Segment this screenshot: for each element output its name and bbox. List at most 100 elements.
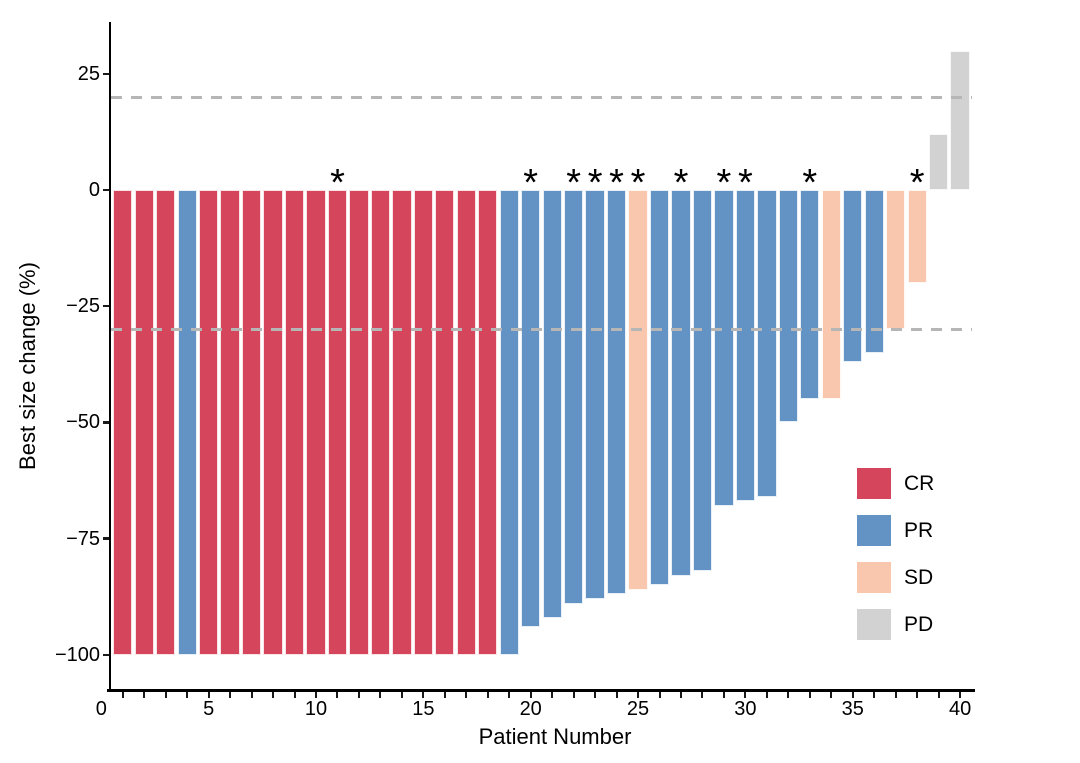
y-tick-label: −100 — [54, 643, 100, 666]
bar-patient-34 — [821, 190, 841, 400]
y-tick-label: 25 — [77, 62, 100, 85]
significance-asterisk: * — [330, 162, 345, 204]
bar-patient-17 — [456, 190, 476, 655]
x-tick — [143, 691, 146, 698]
bar-patient-26 — [649, 190, 670, 586]
x-tick-label: 35 — [841, 698, 864, 720]
bar-patient-4 — [177, 190, 197, 655]
x-tick — [937, 691, 940, 698]
x-tick — [830, 691, 833, 698]
x-tick — [250, 691, 253, 698]
bar-patient-40 — [950, 50, 970, 190]
x-tick — [916, 691, 919, 698]
bar-patient-3 — [156, 190, 176, 655]
x-tick — [808, 691, 811, 698]
x-tick — [293, 691, 296, 698]
bar-patient-19 — [499, 190, 519, 655]
significance-asterisk: * — [909, 162, 925, 204]
x-tick — [379, 691, 382, 698]
legend-swatch-pr — [857, 515, 891, 546]
bar-patient-12 — [349, 190, 369, 655]
bar-patient-39 — [928, 134, 949, 190]
x-tick — [529, 691, 532, 698]
y-tick — [102, 304, 109, 308]
legend-item-pr: PR — [857, 515, 934, 546]
bar-patient-24 — [606, 190, 627, 595]
x-tick — [637, 691, 640, 698]
y-axis-spine — [108, 22, 112, 691]
legend-item-cr: CR — [857, 468, 934, 499]
x-tick-label: 25 — [626, 698, 650, 720]
significance-asterisk: * — [566, 162, 582, 204]
bar-patient-38 — [907, 190, 927, 283]
x-tick — [851, 691, 854, 698]
significance-asterisk: * — [587, 162, 603, 204]
x-tick — [787, 691, 790, 698]
bar-patient-9 — [284, 190, 305, 655]
legend-swatch-pd — [857, 609, 891, 640]
x-tick — [508, 691, 511, 698]
x-tick — [186, 691, 189, 698]
legend-label-sd: SD — [904, 566, 934, 589]
x-tick-label: 40 — [948, 698, 972, 720]
x-tick — [422, 691, 425, 698]
x-tick-label: 0 — [95, 698, 107, 720]
bar-patient-29 — [714, 190, 734, 507]
x-tick — [207, 691, 210, 698]
legend-item-sd: SD — [857, 562, 934, 593]
bar-patient-25 — [628, 190, 648, 590]
x-axis-title: Patient Number — [478, 724, 632, 749]
bar-patient-20 — [521, 190, 541, 627]
x-tick — [164, 691, 167, 698]
y-tick — [102, 537, 109, 540]
bar-patient-2 — [134, 190, 154, 655]
x-tick — [594, 691, 597, 698]
x-tick — [400, 691, 403, 698]
x-tick — [765, 691, 768, 698]
y-axis-title: Best size change (%) — [15, 262, 40, 470]
legend-item-pd: PD — [857, 609, 934, 640]
bar-patient-37 — [886, 190, 906, 330]
significance-asterisk: * — [630, 162, 646, 204]
significance-asterisk: * — [609, 162, 624, 204]
significance-asterisk: * — [523, 162, 539, 204]
x-tick-label: 15 — [412, 698, 435, 720]
bar-patient-21 — [542, 190, 562, 618]
significance-asterisk: * — [737, 162, 753, 204]
bar-patient-23 — [585, 190, 605, 600]
significance-asterisk: * — [716, 162, 732, 204]
legend-label-pr: PR — [904, 519, 934, 542]
bar-patient-8 — [263, 190, 283, 655]
bar-patient-18 — [478, 190, 498, 655]
x-tick — [658, 691, 661, 698]
bar-patient-14 — [392, 190, 412, 655]
x-tick — [336, 691, 339, 698]
bar-patient-13 — [370, 190, 391, 655]
bar-patient-11 — [327, 190, 348, 655]
y-tick-label: −25 — [66, 295, 100, 318]
x-tick — [443, 691, 446, 698]
y-tick-label: 0 — [88, 179, 100, 201]
reference-line--30 — [111, 327, 972, 331]
legend-label-cr: CR — [904, 472, 935, 495]
x-tick-label: 20 — [519, 698, 542, 720]
x-tick-label: 10 — [304, 698, 328, 720]
x-tick — [551, 691, 554, 698]
x-tick — [572, 691, 575, 698]
bar-patient-5 — [199, 190, 219, 655]
x-tick — [894, 691, 897, 698]
bar-patient-33 — [800, 190, 820, 400]
x-axis-spine — [107, 689, 975, 692]
x-tick — [873, 691, 876, 698]
x-tick — [701, 691, 704, 698]
x-tick — [722, 691, 725, 698]
bar-patient-10 — [306, 190, 326, 655]
y-tick-label: −50 — [66, 411, 100, 434]
bar-patient-6 — [220, 190, 240, 655]
y-tick — [102, 421, 109, 424]
x-tick — [959, 691, 962, 698]
x-tick — [357, 691, 360, 698]
bar-patient-16 — [435, 190, 455, 655]
